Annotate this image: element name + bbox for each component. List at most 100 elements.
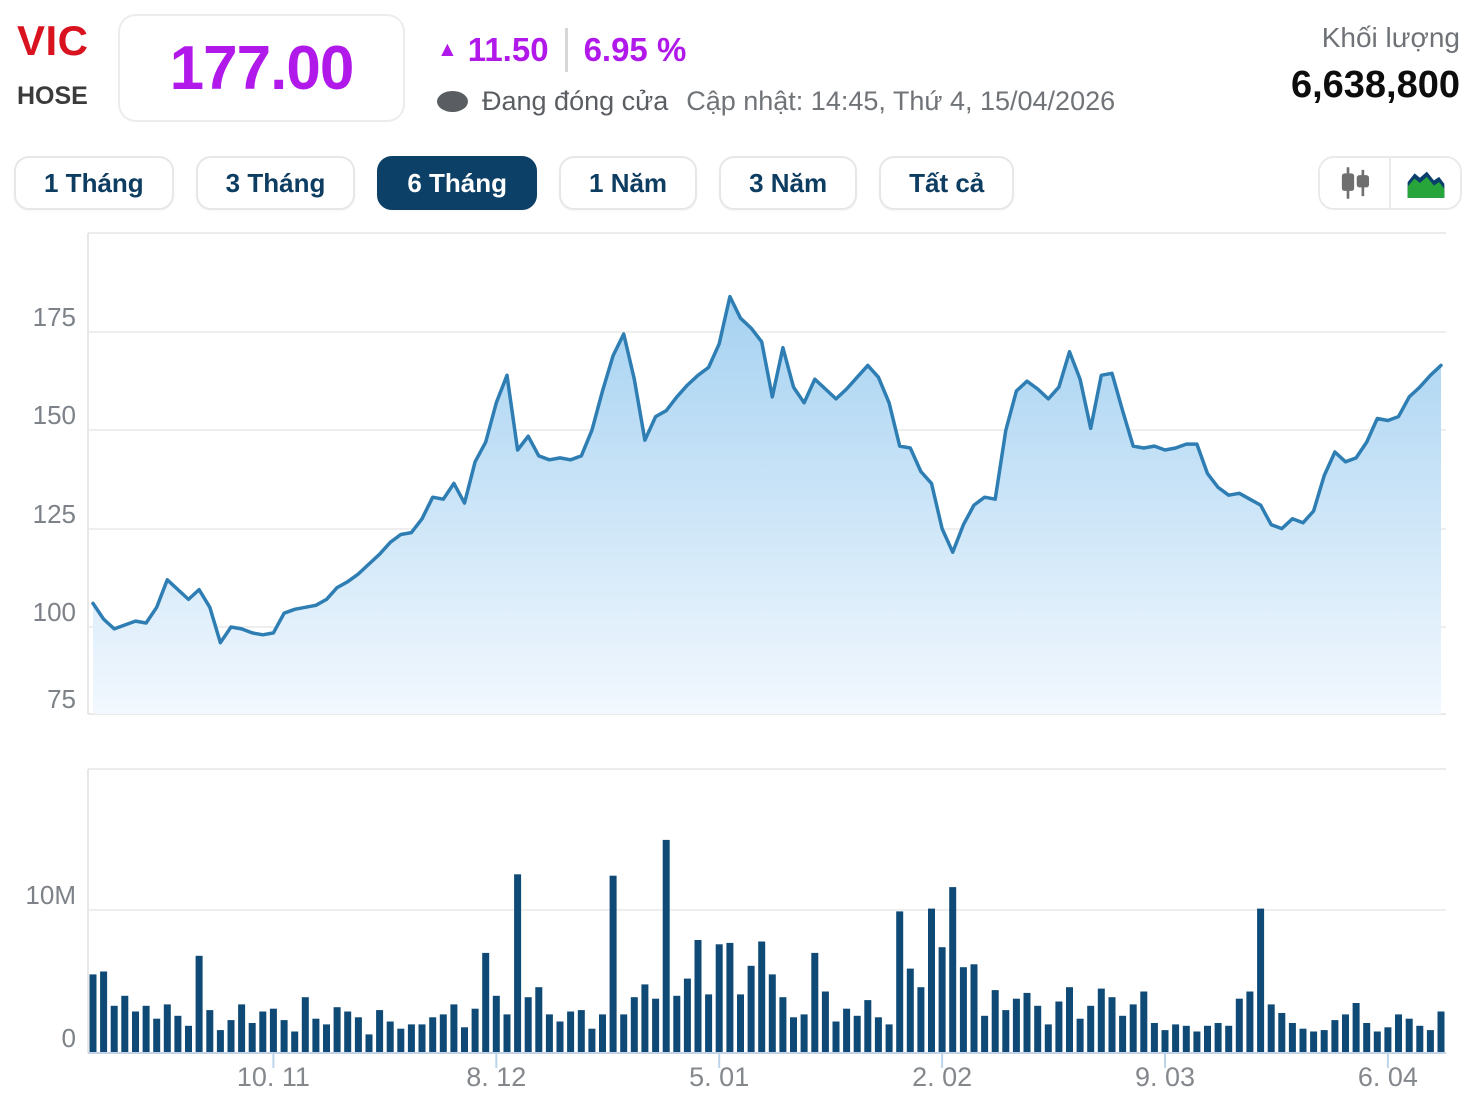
- price-axis-label: 150: [33, 400, 76, 430]
- volume-bar: [737, 994, 744, 1053]
- tab-6-thang[interactable]: 6 Tháng: [377, 156, 538, 210]
- volume-bar: [1235, 998, 1243, 1053]
- candlestick-chart-icon: [1341, 167, 1369, 199]
- market-status-row: Đang đóng cửa Cập nhật: 14:45, Thứ 4, 15…: [437, 85, 1115, 117]
- volume-bar: [694, 940, 702, 1053]
- volume-bar: [418, 1024, 426, 1053]
- volume-bar: [100, 971, 108, 1053]
- volume-bar: [333, 1007, 341, 1053]
- volume-bar: [365, 1034, 373, 1053]
- volume-bar: [386, 1021, 394, 1053]
- volume-bar: [1373, 1031, 1381, 1053]
- volume-bar: [1066, 987, 1073, 1053]
- volume-bar: [1214, 1023, 1222, 1053]
- current-price: 177.00: [169, 33, 355, 103]
- volume-bar: [715, 944, 723, 1053]
- volume-bar: [981, 1015, 989, 1053]
- tab-3-thang[interactable]: 3 Tháng: [195, 156, 356, 210]
- volume-bar: [1108, 997, 1116, 1053]
- volume-bar: [1055, 1001, 1063, 1053]
- volume-bar: [843, 1008, 851, 1053]
- volume-bar: [800, 1014, 808, 1053]
- candlestick-view-button[interactable]: [1320, 158, 1389, 208]
- volume-bar: [906, 968, 914, 1053]
- volume-bar: [620, 1014, 628, 1053]
- volume-bar: [482, 952, 490, 1053]
- volume-bar: [896, 911, 904, 1053]
- market-status-dot-icon: [437, 90, 468, 112]
- volume-bar: [1257, 908, 1265, 1053]
- volume-bar: [1204, 1025, 1211, 1053]
- volume-bar: [376, 1010, 384, 1053]
- volume-bar: [1172, 1024, 1180, 1053]
- change-percent: 6.95 %: [583, 31, 687, 68]
- volume-bar: [238, 1004, 246, 1053]
- x-axis-label: 9. 03: [1135, 1062, 1195, 1092]
- up-arrow-icon: ▲: [437, 38, 458, 61]
- volume-bar: [259, 1011, 267, 1053]
- volume-bar: [323, 1024, 330, 1053]
- volume-bar: [269, 1008, 277, 1053]
- volume-bar: [514, 874, 522, 1054]
- volume-bar: [1416, 1025, 1424, 1053]
- volume-bar: [811, 952, 819, 1053]
- volume-bar: [758, 941, 766, 1053]
- x-axis-label: 5. 01: [689, 1062, 749, 1092]
- volume-bar: [864, 1000, 872, 1053]
- volume-bar: [588, 1028, 596, 1053]
- volume-bar: [705, 994, 713, 1053]
- volume-bar: [471, 1008, 479, 1053]
- last-updated-text: Cập nhật: 14:45, Thứ 4, 15/04/2026: [686, 85, 1116, 116]
- x-axis-label: 2. 02: [912, 1062, 972, 1092]
- volume-bar: [1161, 1030, 1169, 1053]
- tab-tat-ca[interactable]: Tất cả: [879, 156, 1015, 210]
- tab-1-thang[interactable]: 1 Tháng: [14, 156, 174, 210]
- volume-bar: [949, 887, 957, 1053]
- volume-bar: [524, 997, 532, 1053]
- volume-bar: [567, 1011, 575, 1053]
- volume-bar: [1384, 1027, 1392, 1053]
- volume-bar: [89, 974, 97, 1054]
- exchange-label: HOSE: [17, 82, 88, 110]
- volume-bar: [832, 1021, 840, 1053]
- price-change-row: ▲ 11.50 6.95 %: [437, 27, 686, 73]
- volume-bar: [1426, 1030, 1434, 1053]
- volume-bar: [397, 1028, 405, 1053]
- volume-bar: [959, 967, 967, 1053]
- volume-bar: [206, 1010, 214, 1053]
- volume-bar: [407, 1024, 415, 1053]
- volume-bar: [1267, 1004, 1275, 1053]
- area-view-button[interactable]: [1389, 158, 1460, 208]
- volume-bar: [132, 1011, 139, 1053]
- volume-bar: [970, 964, 978, 1053]
- volume-bar: [1225, 1025, 1233, 1053]
- volume-bar: [821, 991, 829, 1053]
- volume-bar: [185, 1025, 192, 1053]
- price-axis-label: 75: [47, 684, 76, 714]
- volume-bar: [1352, 1003, 1360, 1054]
- volume-bar: [991, 990, 999, 1053]
- volume-bar: [153, 1018, 161, 1053]
- volume-bar: [110, 1005, 118, 1053]
- volume-bar: [1299, 1028, 1307, 1053]
- volume-bar: [1310, 1031, 1318, 1053]
- volume-bar: [1278, 1013, 1286, 1053]
- price-axis-label: 100: [33, 597, 76, 627]
- volume-bar: [1012, 998, 1020, 1053]
- volume-bar: [1097, 988, 1105, 1053]
- volume-bar: [280, 1020, 288, 1053]
- volume-bar: [492, 995, 500, 1053]
- volume-bar: [1363, 1023, 1371, 1053]
- volume-bar: [938, 947, 946, 1053]
- volume-bar: [1405, 1018, 1413, 1053]
- price-axis-label: 175: [33, 302, 76, 332]
- volume-bar: [291, 1031, 299, 1053]
- tab-1-nam[interactable]: 1 Năm: [559, 156, 698, 210]
- tab-3-nam[interactable]: 3 Năm: [719, 156, 858, 210]
- volume-bar: [1119, 1015, 1127, 1053]
- volume-bar: [577, 1010, 585, 1053]
- volume-bar: [1076, 1018, 1084, 1053]
- volume-bar: [917, 987, 925, 1053]
